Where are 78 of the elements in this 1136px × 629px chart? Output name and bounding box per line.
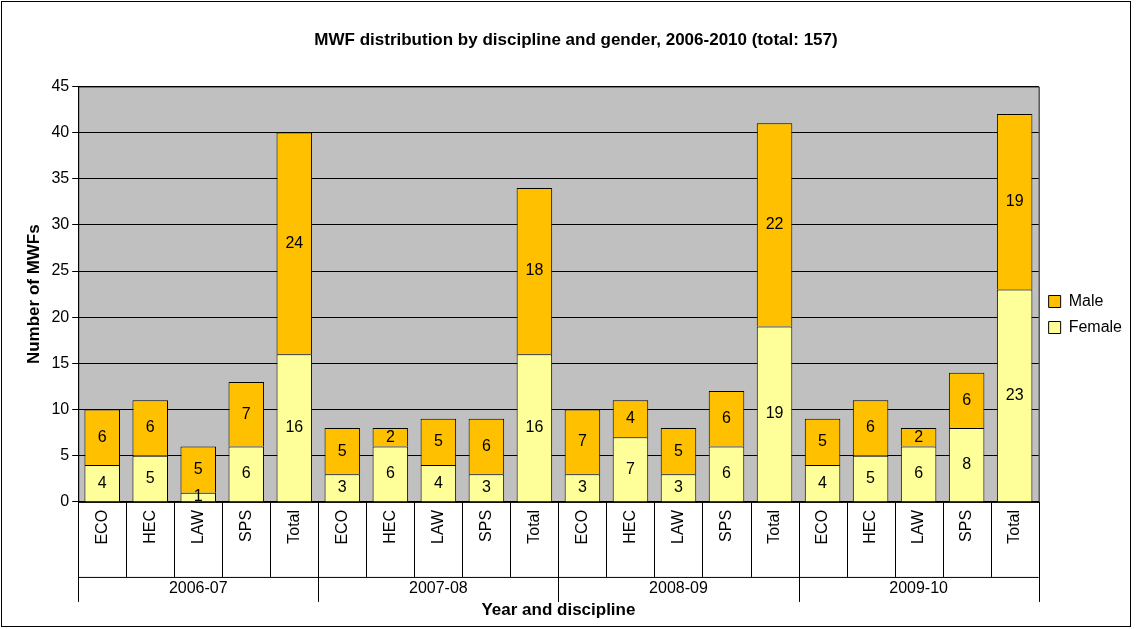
y-tick-label: 45 xyxy=(51,76,70,94)
data-label: 5 xyxy=(866,469,876,486)
data-label: 2 xyxy=(914,427,924,445)
data-label: 5 xyxy=(193,460,203,478)
data-label: 2 xyxy=(385,427,395,445)
y-tick-label: 35 xyxy=(51,169,70,187)
text: 2006-07 xyxy=(168,579,228,597)
data-label: 6 xyxy=(866,418,876,436)
x-tick-label: ECO xyxy=(812,509,830,545)
x-tick-label: LAW xyxy=(188,509,206,545)
data-label: 4 xyxy=(626,409,635,427)
y-tick-label: 5 xyxy=(60,446,70,464)
y-tick-label: 25 xyxy=(51,261,70,279)
data-label: 8 xyxy=(962,455,972,473)
data-label: 6 xyxy=(385,464,395,482)
data-label: 5 xyxy=(337,441,347,459)
data-label: 6 xyxy=(722,409,732,427)
y-tick-label: 15 xyxy=(51,353,70,371)
data-label: 6 xyxy=(722,464,732,482)
y-tick-label: 20 xyxy=(51,307,70,325)
x-tick-label: ECO xyxy=(572,509,590,545)
data-label: 5 xyxy=(674,441,684,459)
text: 2007-08 xyxy=(409,579,468,597)
data-label: 5 xyxy=(145,469,155,486)
data-label: 7 xyxy=(241,404,251,422)
x-tick-label: Total xyxy=(764,509,782,544)
data-label: 3 xyxy=(674,478,684,496)
y-tick-label: 10 xyxy=(51,399,70,417)
y-axis-title: Number of MWFs xyxy=(23,224,43,365)
data-label: 4 xyxy=(97,473,107,491)
x-tick-label: SPS xyxy=(476,509,494,542)
x-tick-label: Total xyxy=(284,509,302,544)
data-label: 19 xyxy=(1005,192,1024,210)
x-tick-label: SPS xyxy=(957,509,975,542)
data-label: 6 xyxy=(914,464,924,482)
legend-label: Male xyxy=(1068,291,1104,309)
data-label: 22 xyxy=(765,215,784,233)
x-tick-label: HEC xyxy=(620,509,638,544)
data-label: 3 xyxy=(481,478,491,496)
data-label: 5 xyxy=(433,432,443,450)
x-tick-label: Total xyxy=(524,509,542,544)
x-axis-title: Year and discipline xyxy=(481,600,636,620)
y-tick-label: 40 xyxy=(51,122,70,140)
data-label: 6 xyxy=(241,464,251,482)
y-tick-label: 0 xyxy=(60,492,70,510)
data-label: 23 xyxy=(1005,385,1024,403)
data-label: 6 xyxy=(481,436,491,454)
x-tick-label: HEC xyxy=(380,509,398,544)
data-label: 5 xyxy=(818,432,828,450)
data-label: 24 xyxy=(285,233,304,251)
data-label: 7 xyxy=(577,432,587,450)
legend-label: Female xyxy=(1068,317,1123,335)
data-label: 16 xyxy=(285,418,304,436)
x-tick-label: HEC xyxy=(140,509,158,544)
x-tick-label: HEC xyxy=(860,509,878,544)
data-label: 3 xyxy=(577,478,587,496)
chart-title: MWF distribution by discipline and gender, 2006-2010 (total: 157) xyxy=(314,29,838,49)
data-label: 6 xyxy=(97,427,107,445)
data-label: 4 xyxy=(818,473,828,491)
data-label: 19 xyxy=(765,404,784,422)
data-label: 3 xyxy=(337,478,347,496)
data-label: 7 xyxy=(626,459,635,477)
y-tick-label: 30 xyxy=(51,215,70,233)
data-label: 6 xyxy=(145,418,155,436)
data-label: 18 xyxy=(525,261,544,279)
x-tick-label: LAW xyxy=(668,509,686,545)
text: 2009-10 xyxy=(889,579,949,597)
data-label: 4 xyxy=(433,473,443,491)
text: 2008-09 xyxy=(649,579,708,597)
x-tick-label: SPS xyxy=(716,509,734,542)
x-tick-label: SPS xyxy=(236,509,254,542)
data-label: 16 xyxy=(525,418,544,436)
x-tick-label: LAW xyxy=(428,509,446,545)
data-label: 6 xyxy=(962,390,972,408)
x-tick-label: Total xyxy=(1005,509,1023,544)
x-tick-label: ECO xyxy=(332,509,350,545)
x-tick-label: ECO xyxy=(92,509,110,545)
x-tick-label: LAW xyxy=(909,509,926,545)
